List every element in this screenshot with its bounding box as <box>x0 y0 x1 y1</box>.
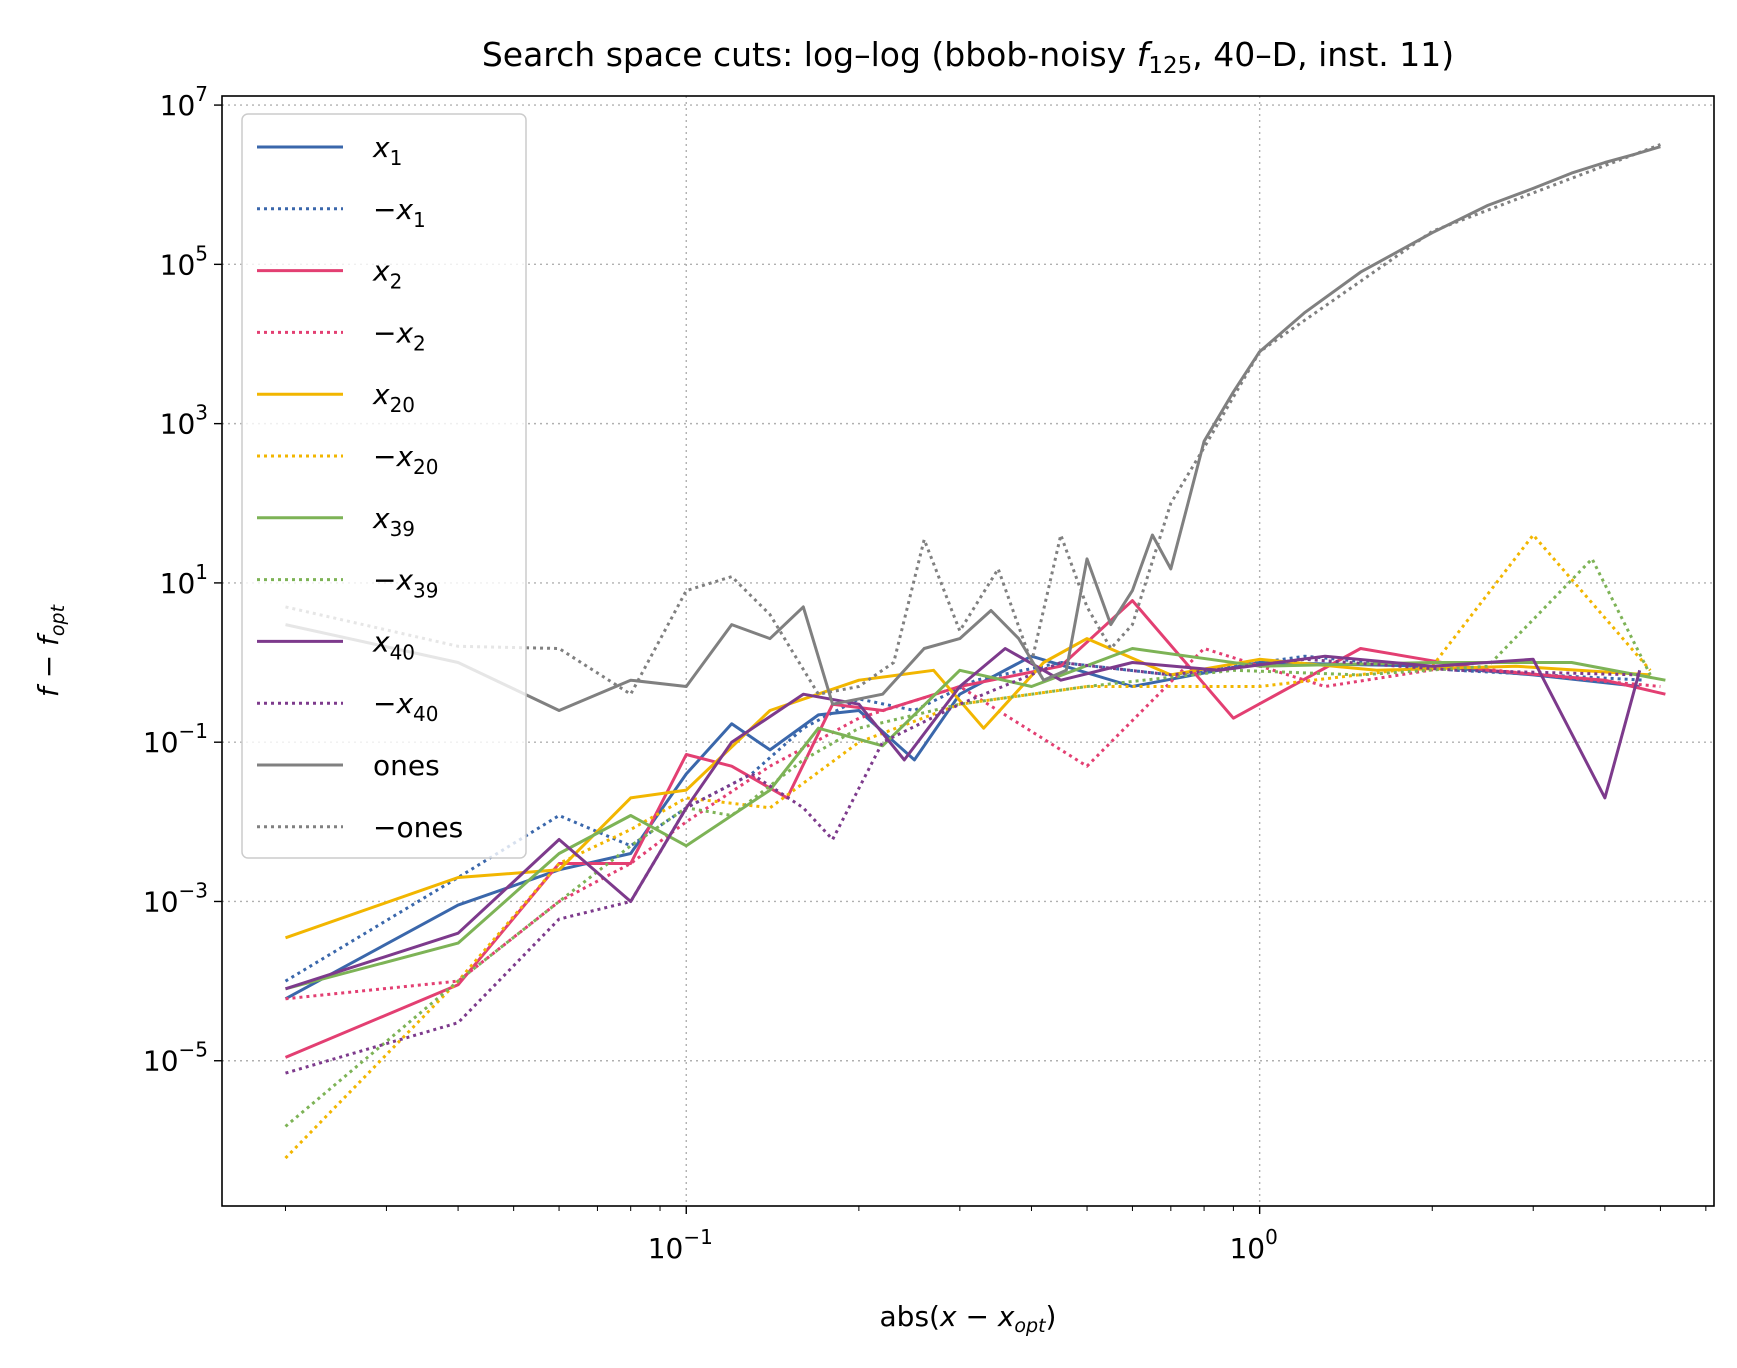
y-tick-label: 10−5 <box>143 1038 208 1078</box>
legend-label-var: x <box>395 440 413 473</box>
y-tick-base: 10 <box>160 567 196 600</box>
x-axis-ticks: 10−1 100 <box>284 1206 1707 1265</box>
legend-label-var: x <box>372 131 390 164</box>
y-tick-base: 10 <box>160 89 196 122</box>
legend-label-var: x <box>395 316 413 349</box>
y-tick-exp: 5 <box>195 241 208 265</box>
y-tick-label: 10−1 <box>143 719 208 759</box>
y-tick-exp: 7 <box>195 82 208 106</box>
legend-label-var: x <box>372 378 390 411</box>
legend-label: x2 <box>372 255 402 294</box>
y-tick-exp: −5 <box>179 1038 208 1062</box>
y-tick-exp: 3 <box>195 401 208 425</box>
legend-label-sub: 2 <box>413 331 426 355</box>
series-line <box>285 143 1661 696</box>
series-line <box>285 657 1640 1075</box>
y-tick-base: 10 <box>143 1045 179 1078</box>
legend-label-sub: 40 <box>413 702 438 726</box>
chart-title-prefix: Search space cuts: log–log (bbob-noisy <box>482 35 1137 74</box>
x-axis-title: abs(x − xopt) <box>880 1300 1057 1337</box>
legend-label: −x20 <box>373 440 439 479</box>
legend-label-var: x <box>372 255 390 288</box>
legend-label-var: x <box>395 193 413 226</box>
legend-label-var: x <box>372 502 390 535</box>
legend-label: x40 <box>372 625 415 664</box>
legend-label-var: x <box>395 687 413 720</box>
y-axis-title-sub: opt <box>47 603 69 636</box>
legend-label-sub: 20 <box>390 393 415 417</box>
legend-label: −x2 <box>373 316 426 355</box>
legend-label-sub: 40 <box>390 640 415 664</box>
legend-label-var: x <box>372 625 390 658</box>
y-tick-base: 10 <box>143 726 179 759</box>
legend-label: x1 <box>372 131 402 170</box>
legend-label: ones <box>373 749 440 782</box>
series-line <box>284 654 1646 983</box>
legend-label-sub: 2 <box>390 270 403 294</box>
x-tick-label: 100 <box>1229 1225 1277 1265</box>
y-tick-exp: 1 <box>195 560 208 584</box>
y-tick-label: 101 <box>160 560 208 600</box>
y-tick-label: 103 <box>160 401 208 441</box>
legend-label: x20 <box>372 378 415 417</box>
legend-label-sub: 39 <box>413 579 438 603</box>
plot-frame <box>221 95 1715 1207</box>
y-tick-exp: −3 <box>179 878 208 902</box>
x-axis-title-var2: x <box>997 1300 1015 1333</box>
x-tick-base: 10 <box>1229 1232 1265 1265</box>
legend-label-neg: − <box>373 687 396 720</box>
grid-lines <box>222 96 1714 1206</box>
x-axis-title-suffix: ) <box>1046 1300 1057 1333</box>
legend-box <box>241 113 527 859</box>
chart-title-f-sub: 125 <box>1148 53 1192 79</box>
legend-label-neg: − <box>373 440 396 473</box>
legend-label-neg: − <box>373 811 396 844</box>
legend-label-sub: 39 <box>390 517 415 541</box>
legend-label-sub: 1 <box>413 208 426 232</box>
x-tick-exp: −1 <box>683 1225 712 1249</box>
legend-label-neg: − <box>373 564 396 597</box>
chart-title-suffix: , 40–D, inst. 11) <box>1192 35 1454 74</box>
legend-label: −x40 <box>373 687 439 726</box>
legend-label: x39 <box>372 502 415 541</box>
legend-label: −x39 <box>373 564 439 603</box>
legend-label-sub: 20 <box>413 455 438 479</box>
y-tick-exp: −1 <box>179 719 208 743</box>
y-tick-base: 10 <box>160 408 196 441</box>
y-tick-label: 10−3 <box>143 878 208 918</box>
x-tick-base: 10 <box>648 1232 684 1265</box>
legend-label-sub: 1 <box>390 146 403 170</box>
series-line <box>285 145 1661 712</box>
x-axis-title-var: x <box>939 1300 957 1333</box>
y-tick-base: 10 <box>160 248 196 281</box>
legend-label-var: ones <box>373 749 440 782</box>
series-line <box>285 647 1642 991</box>
x-tick-label: 10−1 <box>648 1225 713 1265</box>
legend-label-neg: − <box>373 193 396 226</box>
y-tick-label: 105 <box>160 241 208 281</box>
chart-title: Search space cuts: log–log (bbob-noisy f… <box>482 35 1454 79</box>
legend-label-var: ones <box>396 811 463 844</box>
legend-label-neg: − <box>373 316 396 349</box>
x-axis-title-prefix: abs( <box>880 1300 940 1333</box>
series-line <box>285 647 1661 1001</box>
x-tick-exp: 0 <box>1265 1225 1278 1249</box>
series-lines <box>284 143 1666 1160</box>
legend-label: −ones <box>373 811 463 844</box>
y-tick-base: 10 <box>143 885 179 918</box>
x-axis-title-sub: opt <box>1014 1315 1047 1337</box>
y-axis-title-minus: − <box>32 646 65 687</box>
y-tick-label: 107 <box>160 82 208 122</box>
legend-label-var: x <box>395 564 413 597</box>
series-line <box>285 647 1666 991</box>
legend-label: −x1 <box>373 193 426 232</box>
series-line <box>284 557 1652 1128</box>
x-axis-title-minus: − <box>957 1300 998 1333</box>
y-axis-title: f − fopt <box>32 603 69 697</box>
